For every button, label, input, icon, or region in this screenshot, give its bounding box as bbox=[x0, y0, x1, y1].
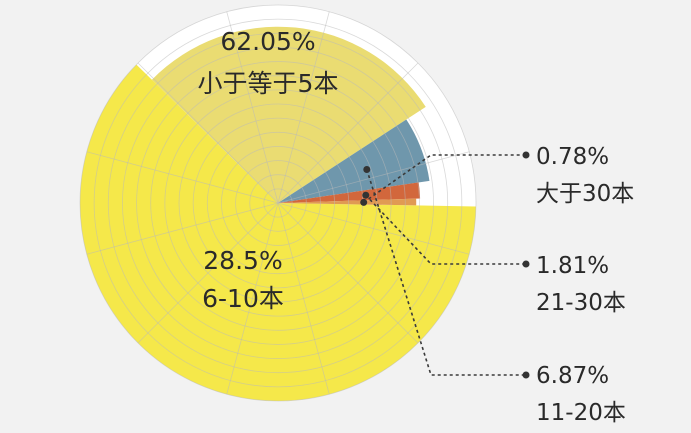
leader-dot-end-slice-4 bbox=[522, 151, 530, 159]
leader-dot-end-slice-3 bbox=[522, 260, 530, 268]
grid-spoke bbox=[137, 62, 279, 204]
grid-spoke bbox=[277, 151, 470, 204]
label-percent-slice-1: 28.5% bbox=[203, 246, 282, 275]
grid-ring bbox=[93, 18, 463, 388]
label-percent-slice-4: 0.78% bbox=[536, 144, 609, 170]
grid-spoke bbox=[86, 202, 279, 255]
leader-dot-end-slice-2 bbox=[522, 371, 530, 379]
label-category-slice-3: 21-30本 bbox=[536, 290, 626, 316]
leader-line-slice-4 bbox=[363, 154, 526, 204]
leader-lines bbox=[360, 151, 530, 379]
grid-rings bbox=[79, 4, 477, 402]
grid-spoke bbox=[277, 202, 470, 255]
grid-spoke bbox=[137, 202, 279, 344]
grid-ring bbox=[263, 188, 293, 218]
slice-2 bbox=[278, 119, 430, 203]
label-percent-slice-0: 62.05% bbox=[220, 27, 315, 56]
grid-ring bbox=[249, 174, 307, 232]
grid-spoke bbox=[277, 202, 330, 395]
grid-ring bbox=[122, 47, 434, 359]
leader-dot-start-slice-4 bbox=[360, 198, 368, 206]
label-category-slice-2: 11-20本 bbox=[536, 400, 626, 426]
grid-spoke bbox=[226, 11, 279, 204]
grid-ring bbox=[164, 89, 392, 317]
grid-spoke bbox=[277, 11, 330, 204]
label-category-slice-1: 6-10本 bbox=[202, 284, 284, 313]
slice-1 bbox=[151, 26, 426, 203]
label-percent-slice-3: 1.81% bbox=[536, 253, 609, 279]
label-category-slice-4: 大于30本 bbox=[536, 181, 634, 207]
leader-line-slice-3 bbox=[365, 194, 526, 265]
label-category-slice-0: 小于等于5本 bbox=[198, 69, 339, 98]
grid-spoke bbox=[226, 202, 279, 395]
leader-dot-start-slice-3 bbox=[362, 191, 370, 199]
grid-ring bbox=[107, 32, 449, 374]
slice-4 bbox=[278, 198, 417, 206]
grid-spoke bbox=[277, 202, 419, 344]
grid-spoke bbox=[86, 151, 279, 204]
grid-ring bbox=[136, 61, 420, 345]
grid-ring bbox=[79, 4, 477, 402]
label-percent-slice-2: 6.87% bbox=[536, 363, 609, 389]
grid-ring bbox=[150, 75, 406, 331]
grid-spoke bbox=[277, 62, 419, 204]
grid-ring bbox=[235, 160, 321, 246]
grid-ring bbox=[221, 146, 335, 260]
leader-dot-start-slice-2 bbox=[363, 166, 371, 173]
leader-line-slice-2 bbox=[366, 169, 526, 376]
grid-ring bbox=[206, 131, 350, 275]
grid-ring bbox=[178, 103, 378, 303]
